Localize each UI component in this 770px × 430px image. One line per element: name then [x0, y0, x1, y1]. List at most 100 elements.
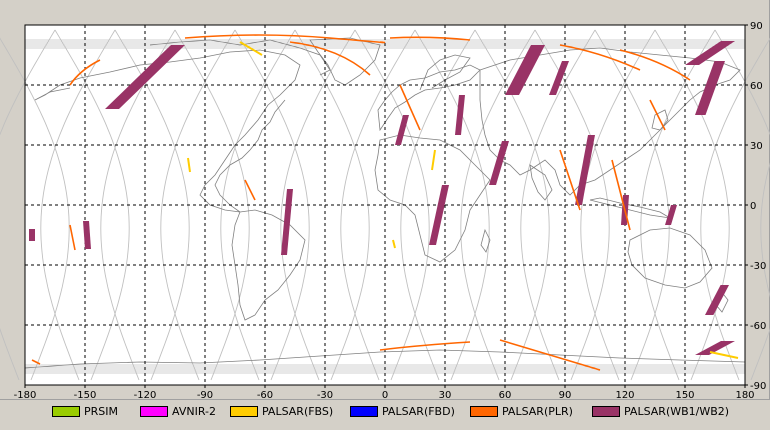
orbit-track — [640, 29, 716, 381]
map-panel: -180 -150 -120 -90 -60 -30 0 30 60 90 120 150 180 90 6… — [0, 0, 770, 401]
plr-arc-arctic-5 — [289, 41, 371, 76]
legend-item: PALSAR(WB1/WB2) — [592, 404, 729, 418]
fbs-swaths — [187, 41, 739, 359]
wb-swath — [665, 205, 677, 225]
wb-swath — [29, 229, 35, 241]
x-tick-label: 30 — [439, 390, 452, 400]
orbit-track — [40, 29, 116, 381]
fbs-seg-4 — [392, 239, 396, 249]
plr-arc-arctic-1 — [184, 34, 386, 44]
y-tick-label: -60 — [750, 321, 766, 332]
orbit-track — [160, 29, 236, 381]
wb-swath — [105, 45, 185, 109]
fbs-seg-5 — [709, 351, 739, 359]
orbit-track — [520, 29, 596, 381]
plr-seg-3 — [559, 149, 581, 211]
plr-arc-nam — [69, 59, 101, 86]
legend-label: PALSAR(FBD) — [382, 404, 455, 418]
orbit-track — [400, 29, 476, 381]
coast-canada-arctic — [149, 39, 331, 76]
plr-arc-antarctic-2 — [379, 341, 471, 351]
legend-swatch — [140, 405, 168, 417]
y-tick-label: 0 — [750, 201, 756, 212]
coast-madagascar — [480, 228, 491, 253]
plr-seg-2 — [244, 179, 256, 201]
legend-swatch — [470, 405, 498, 417]
fbs-seg-2 — [187, 157, 191, 173]
wb-swath — [83, 221, 91, 249]
orbit-track — [0, 29, 56, 381]
legend-label: PALSAR(WB1/WB2) — [624, 404, 730, 418]
x-tick-label: -150 — [74, 390, 97, 400]
legend-item: PALSAR(FBS) — [230, 404, 333, 418]
wb-swath — [455, 95, 465, 135]
legend-label: PRSIM — [84, 404, 118, 418]
wb-swath — [549, 61, 569, 95]
x-tick-label: 90 — [559, 390, 572, 400]
y-tick-label: 90 — [750, 21, 763, 32]
x-tick-label: 180 — [735, 390, 754, 400]
orbit-track — [460, 29, 536, 381]
x-tick-label: -60 — [257, 390, 273, 400]
legend-item: PALSAR(FBD) — [350, 404, 455, 418]
legend-swatch — [592, 405, 620, 417]
coast-south-america — [231, 209, 306, 321]
legend-swatch — [52, 405, 80, 417]
coast-indonesia — [589, 197, 671, 219]
legend-item: PRSIM — [52, 404, 118, 418]
wb-swath — [505, 45, 545, 95]
legend-label: AVNIR-2 — [172, 404, 216, 418]
orbit-track — [714, 29, 770, 381]
wb-swath — [705, 285, 729, 315]
coast-scandinavia — [419, 54, 471, 91]
wb-swath — [695, 341, 735, 355]
coast-japan — [651, 109, 669, 131]
wb-swaths — [29, 41, 735, 355]
y-tick-label: 30 — [750, 141, 763, 152]
coast-alaska — [34, 84, 71, 101]
world-map[interactable]: -180 -150 -120 -90 -60 -30 0 30 60 90 120 150 180 90 6… — [0, 0, 770, 401]
orbit-track — [280, 29, 356, 381]
x-tick-label: 0 — [382, 390, 388, 400]
plr-seg-5 — [649, 99, 666, 131]
wb-swath — [489, 141, 509, 185]
plr-arc-arctic-4 — [619, 49, 691, 81]
y-tick-label: -30 — [750, 261, 766, 272]
axes: -180 -150 -120 -90 -60 -30 0 30 60 90 120 150 180 90 6… — [14, 21, 767, 401]
orbit-track — [700, 37, 770, 381]
wb-swath — [575, 135, 595, 205]
orbit-track — [760, 162, 770, 298]
wb-swath — [395, 115, 409, 145]
wb-swath — [429, 185, 449, 245]
legend-item: PALSAR(PLR) — [470, 404, 573, 418]
legend-item: AVNIR-2 — [140, 404, 216, 418]
x-tick-label: 120 — [615, 390, 634, 400]
coast-antarctica — [24, 349, 746, 369]
x-tick-label: 60 — [499, 390, 512, 400]
wb-swath — [281, 189, 293, 255]
x-tick-label: -90 — [197, 390, 213, 400]
plr-arc-antarctic-1 — [499, 339, 601, 371]
plr-swaths — [31, 34, 691, 371]
legend-swatch — [230, 405, 258, 417]
plr-arc-arctic-3 — [559, 44, 641, 71]
wb-swath — [695, 61, 725, 115]
x-tick-label: -120 — [134, 390, 157, 400]
legend-label: PALSAR(PLR) — [502, 404, 573, 418]
graticule — [24, 24, 746, 386]
plr-seg-4 — [611, 159, 631, 231]
x-tick-label: -30 — [317, 390, 333, 400]
coast-india — [529, 164, 553, 201]
y-tick-label: 60 — [750, 81, 763, 92]
plr-seg-1 — [399, 84, 421, 131]
legend-swatch — [350, 405, 378, 417]
plr-arc-arctic-2 — [389, 36, 471, 41]
fbs-seg-3 — [431, 149, 436, 171]
x-tick-label: 150 — [675, 390, 694, 400]
plot-border — [24, 24, 746, 386]
plr-seg-7 — [31, 359, 41, 365]
x-tick-label: -180 — [14, 390, 37, 400]
orbit-track — [340, 29, 416, 381]
legend-label: PALSAR(FBS) — [262, 404, 334, 418]
fbs-seg-1 — [239, 41, 263, 56]
